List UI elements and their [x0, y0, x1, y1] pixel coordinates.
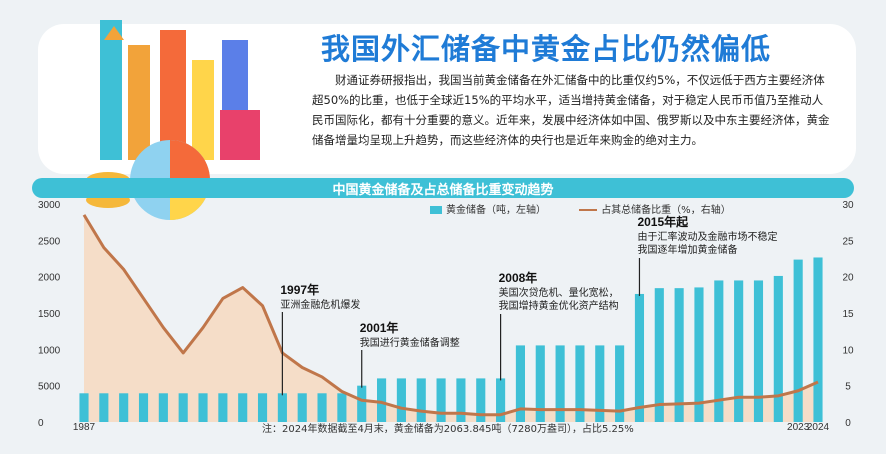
bar-1992	[178, 393, 188, 422]
bar-2013	[595, 345, 605, 422]
bar-2002	[377, 378, 387, 422]
bar-1995	[238, 393, 248, 422]
left-axis-tick: 2000	[38, 273, 61, 284]
bar-2023	[793, 259, 803, 422]
bar-1998	[297, 393, 307, 422]
bar-2010	[535, 345, 545, 422]
bar-2014	[615, 345, 625, 422]
bar-2016	[654, 288, 664, 422]
bar-2008	[496, 378, 506, 422]
bar-2011	[555, 345, 565, 422]
chart: 0 5000 1000 1500 2000 2500 3000 0 5 10 15 20 25 30 198…	[38, 200, 854, 433]
bar-2018	[694, 287, 704, 422]
illus-bar-1	[100, 20, 122, 160]
chart-note: 注：2024年数据截至4月末，黄金储备为2063.845吨（7280万盎司），占…	[262, 424, 634, 435]
bar-1993	[198, 393, 208, 422]
legend-line-swatch	[579, 209, 598, 211]
chart-title: 中国黄金储备及占总储备比重变动趋势	[332, 183, 554, 198]
annotation-text-2008: 我国增持黄金优化资产结构	[499, 299, 619, 312]
bar-2007	[476, 378, 486, 422]
annotation-title-1997: 1997年	[280, 282, 319, 297]
bar-1994	[218, 393, 228, 422]
left-axis-tick: 2500	[38, 236, 61, 247]
annotation-text-2015: 我国逐年增加黄金储备	[637, 243, 737, 256]
illus-arrow	[104, 26, 124, 40]
illus-bar-4	[192, 60, 214, 160]
intro-text: 财通证券研报指出，我国当前黄金储备在外汇储备中的比重仅约5%，不仅远低于西方主要…	[312, 73, 830, 147]
left-axis-tick: 0	[38, 418, 44, 429]
bar-2024	[813, 257, 823, 422]
line-area	[84, 214, 818, 422]
bar-2006	[456, 378, 466, 422]
annotation-text-2008: 美国次贷危机、量化宽松，	[499, 286, 619, 299]
x-tick-2024: 2024	[807, 422, 830, 433]
right-axis-tick: 0	[845, 418, 851, 429]
bar-2009	[515, 345, 525, 422]
bar-1997	[277, 393, 287, 422]
left-axis-tick: 3000	[38, 200, 61, 211]
illus-bar-3	[160, 30, 186, 160]
annotation-text-2015: 由于汇率波动及金融市场不稳定	[637, 230, 777, 243]
bar-1991	[158, 393, 168, 422]
bar-1987	[79, 393, 89, 422]
annotation-title-2001: 2001年	[360, 320, 399, 335]
legend-bar-swatch	[430, 206, 442, 214]
legend: 黄金储备（吨，左轴） 占其总储备比重（%，右轴）	[430, 201, 731, 216]
annotation-text-1997: 亚洲金融危机爆发	[280, 298, 360, 311]
right-axis-tick: 20	[842, 273, 854, 284]
bar-2022	[773, 275, 783, 422]
chart-title-ribbon: 中国黄金储备及占总储备比重变动趋势	[32, 178, 854, 198]
annotation-title-2015: 2015年起	[637, 214, 689, 229]
bar-2017	[674, 288, 684, 422]
right-axis-tick: 25	[842, 236, 854, 247]
bar-2012	[575, 345, 585, 422]
ratio-line	[82, 214, 819, 417]
bar-2005	[436, 378, 446, 422]
bar-1989	[119, 393, 129, 422]
right-axis-tick: 5	[845, 382, 851, 393]
x-tick-1987: 1987	[73, 422, 96, 433]
legend-bar-label: 黄金储备（吨，左轴）	[446, 205, 546, 216]
bar-1988	[99, 393, 109, 422]
bar-2020	[734, 280, 744, 422]
annotation-text-2001: 我国进行黄金储备调整	[360, 336, 460, 349]
bar-2001	[357, 385, 367, 422]
left-axis-tick: 1000	[38, 345, 61, 356]
illus-bar-2	[128, 45, 150, 160]
left-axis-tick: 5000	[38, 382, 61, 393]
illus-stairs	[220, 110, 260, 160]
annotation-title-2008: 2008年	[499, 270, 538, 285]
bar-2000	[337, 393, 347, 422]
bar-2004	[416, 378, 426, 422]
headline: 我国外汇储备中黄金占比仍然偏低	[320, 32, 771, 66]
left-axis-tick: 1500	[38, 309, 61, 320]
bar-1999	[317, 393, 327, 422]
bar-2019	[714, 280, 724, 422]
bar-2015	[634, 293, 645, 422]
right-axis-tick: 10	[842, 345, 854, 356]
legend-line-label: 占其总储备比重（%，右轴）	[601, 205, 731, 216]
x-tick-2023: 2023	[787, 422, 810, 433]
bar-2003	[396, 378, 406, 422]
bar-2021	[753, 280, 764, 422]
bar-1996	[257, 393, 268, 422]
right-axis-tick: 15	[842, 309, 854, 320]
bar-1990	[138, 393, 149, 422]
right-axis-tick: 30	[842, 200, 854, 211]
